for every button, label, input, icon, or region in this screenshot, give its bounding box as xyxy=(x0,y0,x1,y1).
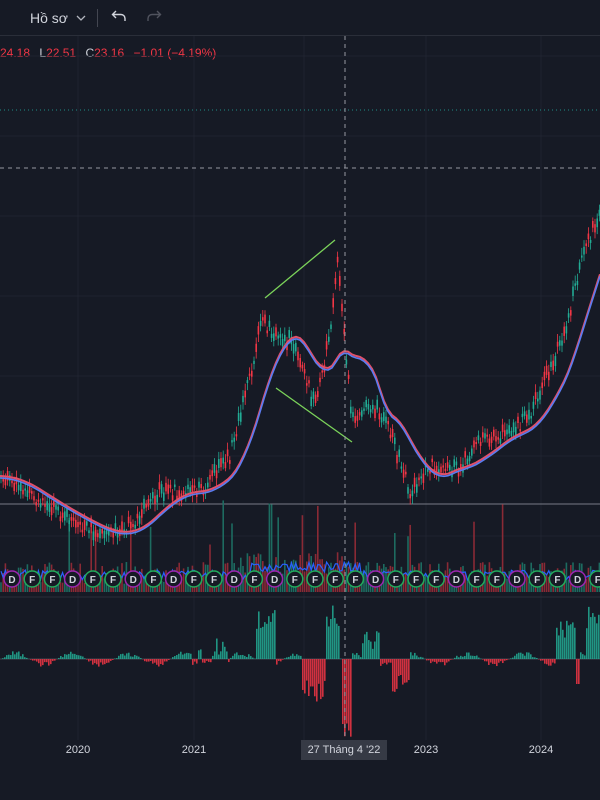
earnings-marker[interactable]: F xyxy=(43,570,62,588)
earnings-marker[interactable]: F xyxy=(245,570,264,588)
chevron-down-icon xyxy=(76,13,86,24)
svg-text:D: D xyxy=(231,575,238,586)
undo-icon xyxy=(111,9,127,28)
earnings-marker[interactable]: F xyxy=(387,570,405,588)
svg-text:F: F xyxy=(292,575,298,586)
x-axis-label-2023: 2023 xyxy=(413,744,439,756)
svg-text:F: F xyxy=(29,575,35,586)
redo-icon xyxy=(146,9,162,28)
x-axis-label-2020: 2020 xyxy=(65,744,91,756)
earnings-marker[interactable]: F xyxy=(286,570,304,588)
svg-text:F: F xyxy=(433,575,439,586)
svg-text:D: D xyxy=(170,575,177,586)
undo-button[interactable] xyxy=(108,0,130,36)
earnings-marker[interactable]: F xyxy=(427,570,445,588)
dividend-marker[interactable]: D xyxy=(63,570,82,588)
svg-text:F: F xyxy=(595,575,600,586)
svg-text:F: F xyxy=(90,575,96,586)
svg-text:F: F xyxy=(110,575,116,586)
earnings-marker[interactable]: F xyxy=(488,570,506,588)
svg-text:F: F xyxy=(352,575,358,586)
svg-text:D: D xyxy=(130,575,137,586)
earnings-marker[interactable]: F xyxy=(185,570,203,588)
svg-text:D: D xyxy=(372,575,379,586)
earnings-marker[interactable]: F xyxy=(144,570,163,588)
svg-text:F: F xyxy=(150,575,156,586)
earnings-marker[interactable]: F xyxy=(589,570,600,588)
x-axis-label-2021: 2021 xyxy=(181,744,207,756)
earnings-marker[interactable]: F xyxy=(467,570,486,588)
profile-menu-button[interactable]: Hồ sơ xyxy=(30,0,86,36)
earnings-marker[interactable]: F xyxy=(407,570,425,588)
svg-text:F: F xyxy=(413,575,419,586)
dividend-marker[interactable]: D xyxy=(3,570,21,588)
dividend-marker[interactable]: D xyxy=(225,570,243,588)
dividend-marker[interactable]: D xyxy=(366,570,385,588)
dividend-marker[interactable]: D xyxy=(265,570,284,588)
svg-text:F: F xyxy=(554,575,560,586)
earnings-marker[interactable]: F xyxy=(205,570,223,588)
svg-text:D: D xyxy=(69,575,76,586)
earnings-marker[interactable]: F xyxy=(346,570,365,588)
dividend-marker[interactable]: D xyxy=(164,570,183,588)
svg-text:F: F xyxy=(332,575,338,586)
earnings-marker[interactable]: F xyxy=(528,570,546,588)
svg-text:F: F xyxy=(49,575,55,586)
svg-text:F: F xyxy=(393,575,399,586)
earnings-marker[interactable]: F xyxy=(548,570,567,588)
earnings-marker[interactable]: F xyxy=(306,570,324,588)
svg-text:D: D xyxy=(8,575,15,586)
svg-text:D: D xyxy=(513,575,520,586)
svg-text:F: F xyxy=(494,575,500,586)
svg-text:F: F xyxy=(251,575,257,586)
crosshair-date-badge: 27 Tháng 4 '22 xyxy=(301,740,387,760)
redo-button[interactable] xyxy=(143,0,165,36)
low-label: L xyxy=(39,46,47,60)
svg-text:D: D xyxy=(453,575,460,586)
x-axis-label-2024: 2024 xyxy=(528,744,554,756)
svg-text:D: D xyxy=(271,575,278,586)
trendline-drawing[interactable] xyxy=(264,239,353,443)
earnings-marker[interactable]: F xyxy=(326,570,344,588)
toolbar-divider xyxy=(97,9,98,27)
moving-average-line-blue xyxy=(0,275,600,535)
svg-text:F: F xyxy=(474,575,480,586)
top-toolbar: Hồ sơ xyxy=(0,0,600,36)
svg-text:F: F xyxy=(191,575,197,586)
dividend-marker[interactable]: D xyxy=(124,570,142,588)
svg-text:D: D xyxy=(574,575,581,586)
earnings-marker[interactable]: F xyxy=(104,570,122,588)
svg-text:F: F xyxy=(211,575,217,586)
close-label: C xyxy=(85,46,95,60)
dividend-marker[interactable]: D xyxy=(568,570,587,588)
profile-label: Hồ sơ xyxy=(30,10,68,26)
moving-average-line-red xyxy=(0,273,600,533)
dividend-marker[interactable]: D xyxy=(508,570,526,588)
dividend-marker[interactable]: D xyxy=(447,570,466,588)
oscillator-histogram xyxy=(2,605,600,737)
svg-text:F: F xyxy=(312,575,318,586)
earnings-marker[interactable]: F xyxy=(84,570,102,588)
candlestick-series xyxy=(0,204,600,547)
chart-grid xyxy=(0,36,600,740)
earnings-marker[interactable]: F xyxy=(23,570,41,588)
svg-text:F: F xyxy=(534,575,540,586)
